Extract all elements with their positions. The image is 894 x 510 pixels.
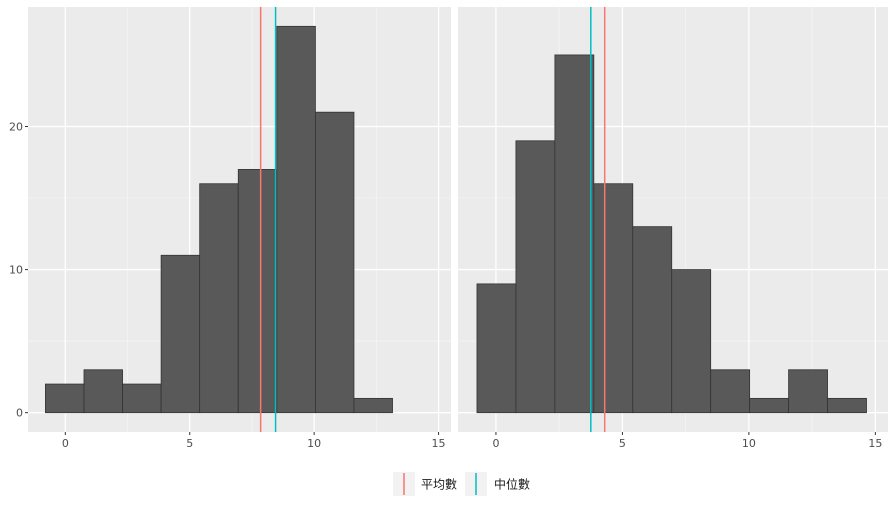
histogram-bar bbox=[45, 383, 85, 414]
panels: 0 5 10 15 0 10 20 0 5 10 15 bbox=[9, 7, 888, 450]
histogram-bar bbox=[671, 269, 712, 414]
x-tick-label: 15 bbox=[432, 437, 446, 450]
legend-label-mean: 平均數 bbox=[421, 478, 457, 492]
histogram-bar bbox=[593, 183, 634, 414]
histogram-bar bbox=[83, 369, 123, 414]
x-tick-label: 10 bbox=[307, 437, 321, 450]
histogram-bar bbox=[314, 111, 355, 414]
panel-2: 0 5 10 15 bbox=[458, 7, 888, 450]
y-tick-label: 20 bbox=[9, 120, 23, 133]
y-tick-label: 10 bbox=[9, 264, 23, 277]
y-tick-label: 0 bbox=[16, 407, 23, 420]
x-tick-label: 10 bbox=[742, 437, 756, 450]
histogram-bar bbox=[353, 397, 393, 414]
panel-1: 0 5 10 15 0 10 20 bbox=[9, 7, 451, 450]
histogram-bar bbox=[827, 397, 867, 414]
legend-item-mean: 平均數 bbox=[393, 472, 457, 496]
histogram-bar bbox=[122, 383, 162, 414]
legend-item-median: 中位數 bbox=[465, 472, 530, 496]
histogram-bar bbox=[476, 283, 517, 414]
histogram-bar bbox=[749, 397, 789, 414]
histogram-bar bbox=[160, 254, 201, 414]
histogram-bar bbox=[788, 369, 828, 414]
x-tick-label: 0 bbox=[492, 437, 499, 450]
histogram-bar bbox=[710, 369, 751, 414]
x-tick-label: 0 bbox=[62, 437, 69, 450]
histogram-bar bbox=[515, 140, 556, 414]
histogram-bar bbox=[199, 183, 239, 414]
histogram-bar bbox=[632, 226, 673, 414]
histogram-bar bbox=[237, 169, 278, 414]
histogram-bar bbox=[276, 25, 316, 414]
legend: 平均數 中位數 bbox=[393, 472, 530, 496]
x-tick-label: 5 bbox=[186, 437, 193, 450]
legend-label-median: 中位數 bbox=[494, 477, 530, 492]
x-tick-label: 5 bbox=[619, 437, 626, 450]
x-tick-label: 15 bbox=[868, 437, 882, 450]
histogram-bar bbox=[554, 54, 595, 414]
